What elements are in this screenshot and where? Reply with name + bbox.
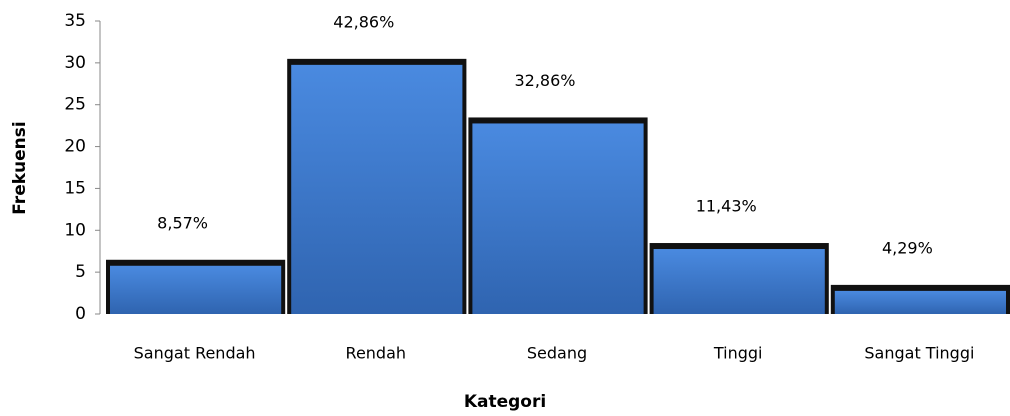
bar xyxy=(110,265,282,314)
x-tick-label: Sangat Tinggi xyxy=(864,344,974,363)
y-axis-label: Frekuensi xyxy=(10,121,30,214)
x-tick-label: Sedang xyxy=(527,344,587,363)
y-tick-label: 30 xyxy=(64,53,86,73)
y-tick-label: 25 xyxy=(64,95,86,115)
y-tick-label: 15 xyxy=(64,178,86,198)
bar xyxy=(653,249,825,314)
bar xyxy=(472,123,644,314)
bar xyxy=(834,290,1006,314)
x-tick-label: Tinggi xyxy=(713,344,763,363)
annotation: 42,86% xyxy=(333,12,394,31)
annotation: 4,29% xyxy=(882,238,933,257)
y-tick-label: 20 xyxy=(64,137,86,157)
annotation: 32,86% xyxy=(514,71,575,90)
y-tick-label: 10 xyxy=(64,220,86,240)
annotation: 8,57% xyxy=(157,213,208,232)
y-tick-label: 5 xyxy=(75,262,86,282)
x-tick-label: Rendah xyxy=(346,344,406,363)
x-axis-label: Kategori xyxy=(464,392,546,412)
annotation: 11,43% xyxy=(696,197,757,216)
y-tick-label: 35 xyxy=(64,11,86,31)
bar xyxy=(291,64,463,314)
y-tick-label: 0 xyxy=(75,304,86,324)
x-tick-label: Sangat Rendah xyxy=(134,344,256,363)
